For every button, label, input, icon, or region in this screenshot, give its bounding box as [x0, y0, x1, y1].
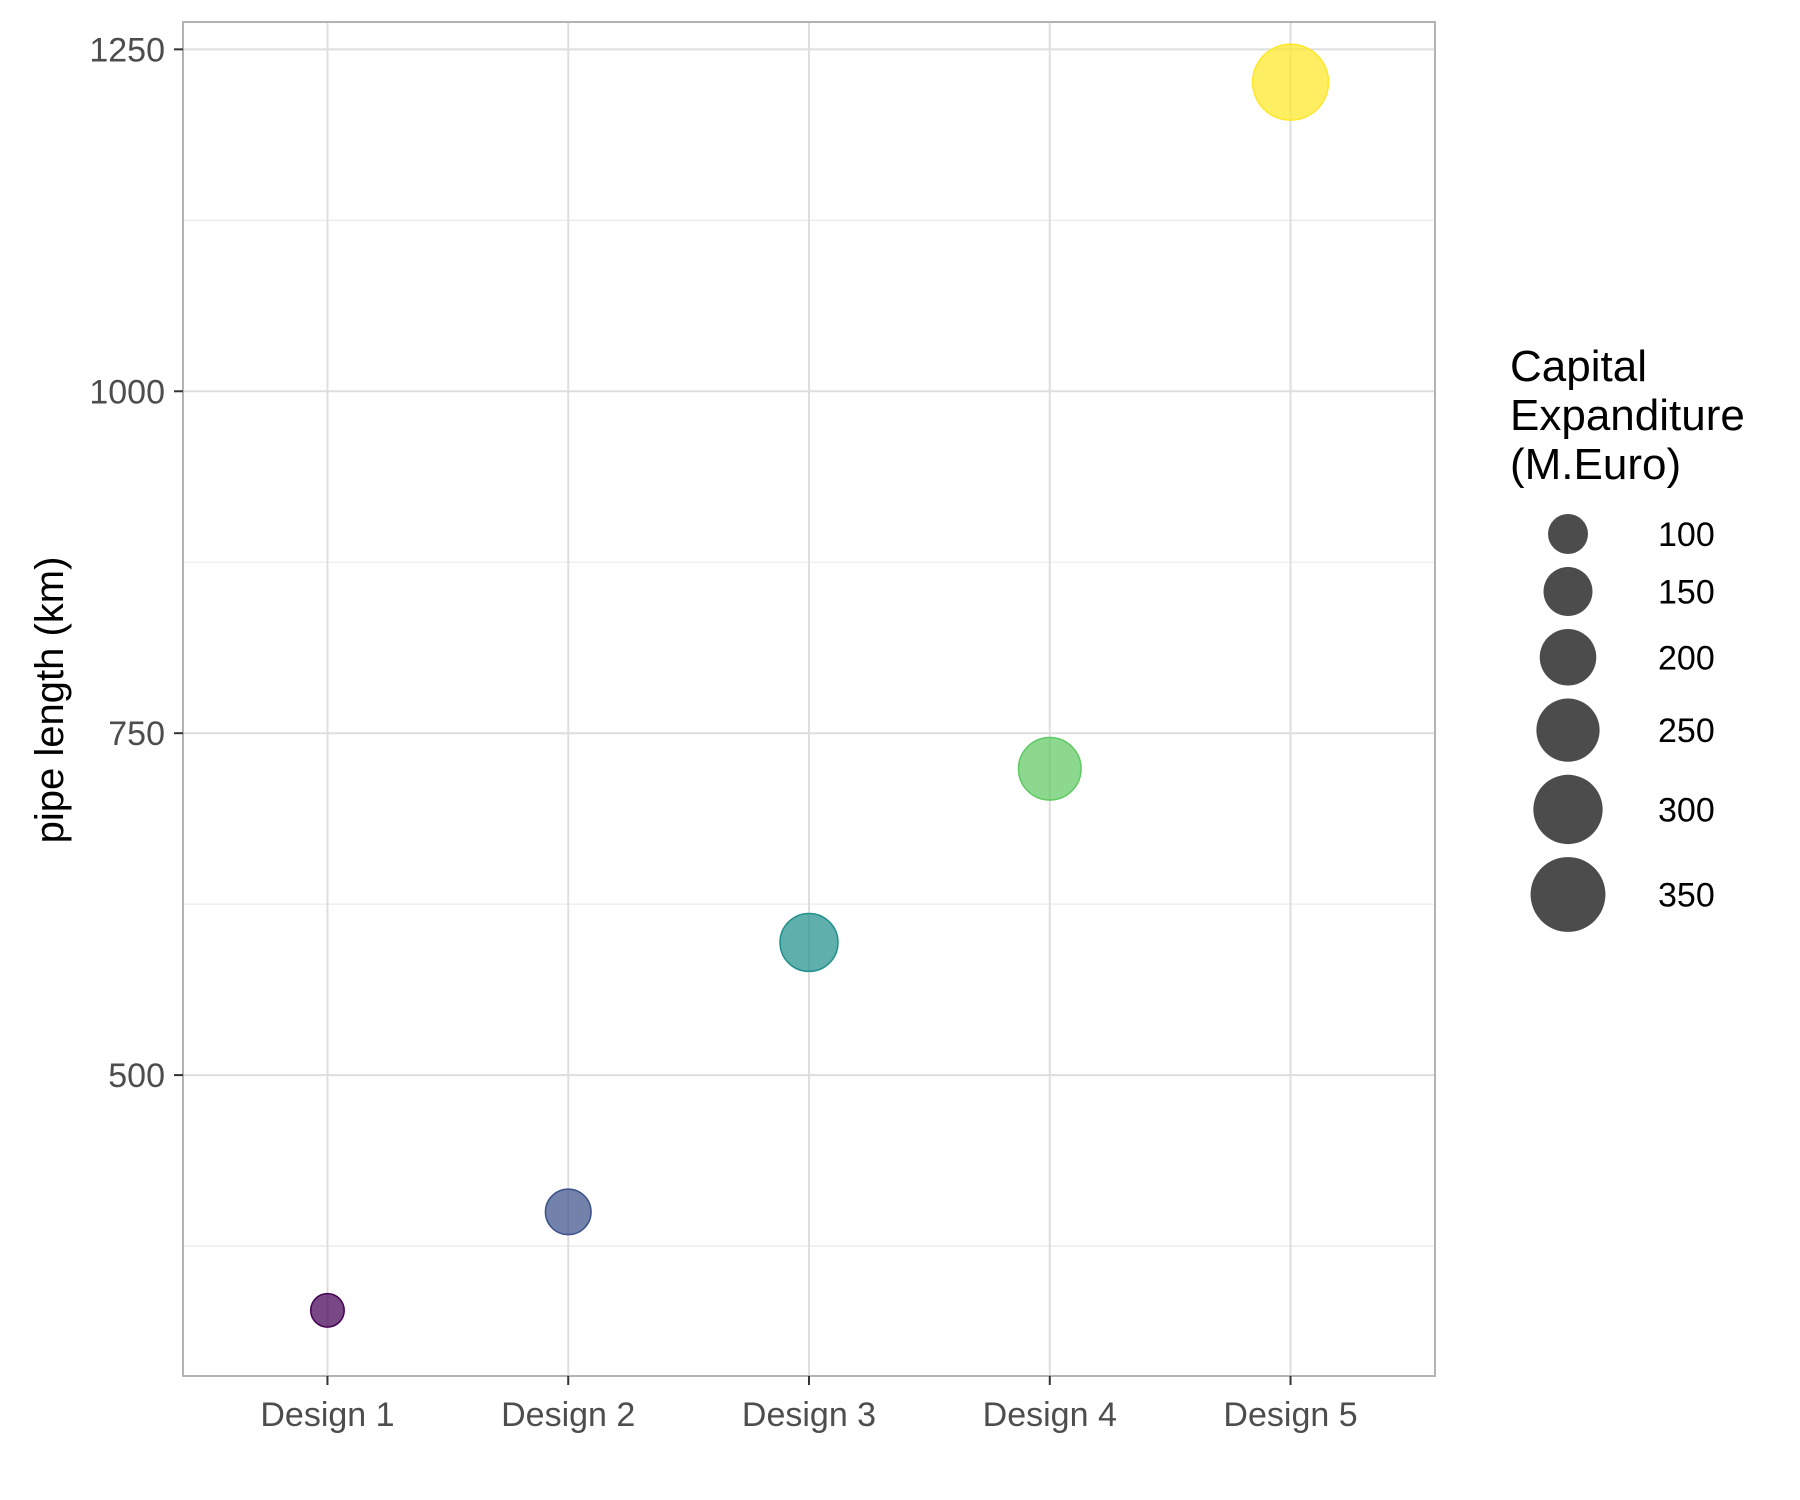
- y-tick-label: 1000: [89, 373, 165, 411]
- legend-key-label: 100: [1658, 516, 1715, 554]
- legend-key-circle: [1530, 857, 1606, 932]
- legend-key-circle: [1539, 628, 1597, 686]
- legend-key-label: 150: [1658, 573, 1715, 611]
- legend-key-label: 350: [1658, 877, 1715, 915]
- legend-key-circle: [1548, 514, 1588, 554]
- bubble-point: [1017, 736, 1082, 801]
- legend-key-label: 250: [1658, 712, 1715, 750]
- legend-title-line-1: Capital: [1510, 342, 1647, 391]
- legend-title-line-3: (M.Euro): [1510, 440, 1681, 489]
- x-tick-label: Design 3: [742, 1396, 876, 1434]
- y-tick-label: 500: [108, 1057, 165, 1095]
- y-tick-label: 1250: [89, 31, 165, 69]
- data-points: [309, 43, 1330, 1328]
- size-legend: Capital Expanditure (M.Euro) 100 150 200 25…: [1510, 342, 1745, 932]
- x-tick-label: Design 5: [1223, 1396, 1357, 1434]
- legend-key-circle: [1533, 774, 1603, 845]
- y-tick-label: 750: [108, 715, 165, 753]
- x-axis-ticks: Design 1 Design 2 Design 3 Design 4 Design 5: [260, 1376, 1358, 1434]
- legend-title-line-2: Expanditure: [1510, 391, 1745, 440]
- legend-key-label: 200: [1658, 639, 1715, 677]
- x-tick-label: Design 1: [260, 1396, 394, 1434]
- legend-key-circle: [1536, 698, 1600, 762]
- bubble-point: [1251, 43, 1330, 121]
- y-axis-title: pipe length (km): [28, 557, 72, 844]
- bubble-point: [779, 912, 839, 973]
- x-tick-label: Design 2: [501, 1396, 635, 1434]
- legend-key-label: 300: [1658, 791, 1715, 829]
- major-gridlines: [183, 22, 1435, 1376]
- bubble-point: [544, 1188, 592, 1236]
- bubble-point: [309, 1292, 345, 1328]
- y-axis-ticks: 500 750 1000 1250: [89, 31, 183, 1095]
- x-tick-label: Design 4: [983, 1396, 1117, 1434]
- legend-key-circle: [1543, 567, 1593, 616]
